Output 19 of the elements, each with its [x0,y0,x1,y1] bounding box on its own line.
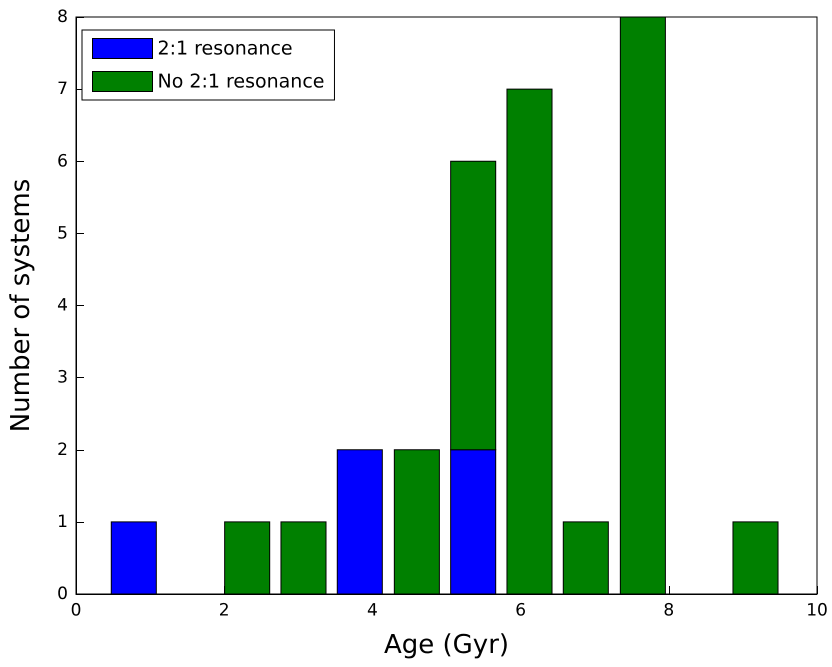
x-tick-label: 0 [70,600,82,620]
x-axis-title: Age (Gyr) [384,630,510,660]
y-tick-label: 3 [57,368,68,388]
x-tick-label: 4 [366,600,378,620]
legend-label: 2:1 resonance [158,38,293,60]
y-axis-title: Number of systems [6,178,36,432]
x-tick-label: 6 [515,600,526,620]
y-tick-label: 0 [57,584,68,604]
legend-label: No 2:1 resonance [158,70,324,92]
y-tick-label: 2 [57,440,68,460]
y-tick-label: 4 [57,296,68,316]
x-tick-label: 2 [218,600,230,620]
y-tick-label: 6 [57,151,68,172]
y-tick-label: 5 [57,223,68,244]
y-tick-label: 8 [57,7,68,27]
y-tick-label: 7 [57,79,68,100]
x-tick-label: 10 [806,600,828,620]
y-tick-label: 1 [57,512,68,532]
x-tick-label: 8 [663,600,674,620]
